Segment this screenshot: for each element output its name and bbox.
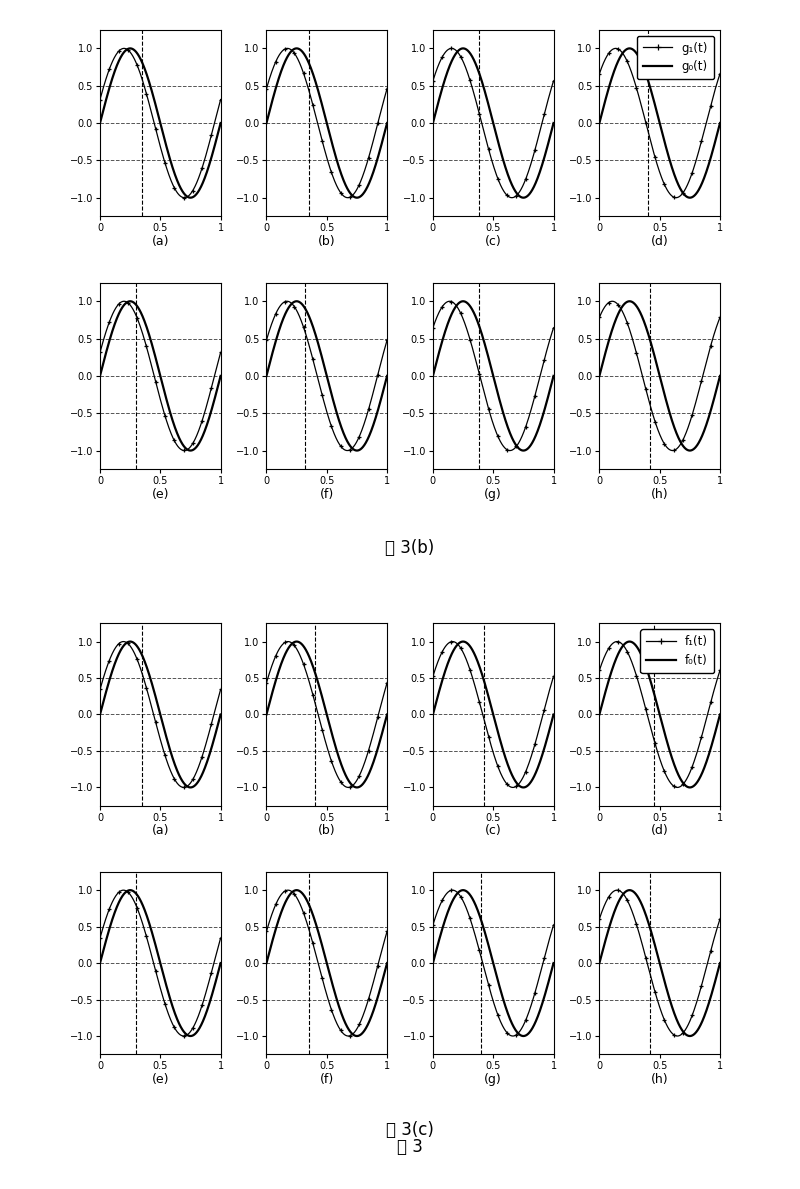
Text: 图 3(b): 图 3(b) <box>386 539 434 556</box>
Legend: g₁(t), g₀(t): g₁(t), g₀(t) <box>637 36 714 80</box>
X-axis label: (b): (b) <box>318 824 335 837</box>
X-axis label: (c): (c) <box>485 234 502 247</box>
X-axis label: (c): (c) <box>485 824 502 837</box>
X-axis label: (h): (h) <box>651 487 669 501</box>
X-axis label: (e): (e) <box>151 487 169 501</box>
Text: 图 3: 图 3 <box>397 1138 423 1157</box>
X-axis label: (h): (h) <box>651 1072 669 1086</box>
X-axis label: (b): (b) <box>318 234 335 247</box>
X-axis label: (d): (d) <box>651 234 669 247</box>
X-axis label: (g): (g) <box>484 1072 502 1086</box>
X-axis label: (e): (e) <box>151 1072 169 1086</box>
X-axis label: (f): (f) <box>320 1072 334 1086</box>
X-axis label: (g): (g) <box>484 487 502 501</box>
X-axis label: (a): (a) <box>151 824 169 837</box>
Legend: f₁(t), f₀(t): f₁(t), f₀(t) <box>640 629 714 673</box>
X-axis label: (f): (f) <box>320 487 334 501</box>
X-axis label: (a): (a) <box>151 234 169 247</box>
X-axis label: (d): (d) <box>651 824 669 837</box>
Text: 图 3(c): 图 3(c) <box>386 1121 434 1139</box>
